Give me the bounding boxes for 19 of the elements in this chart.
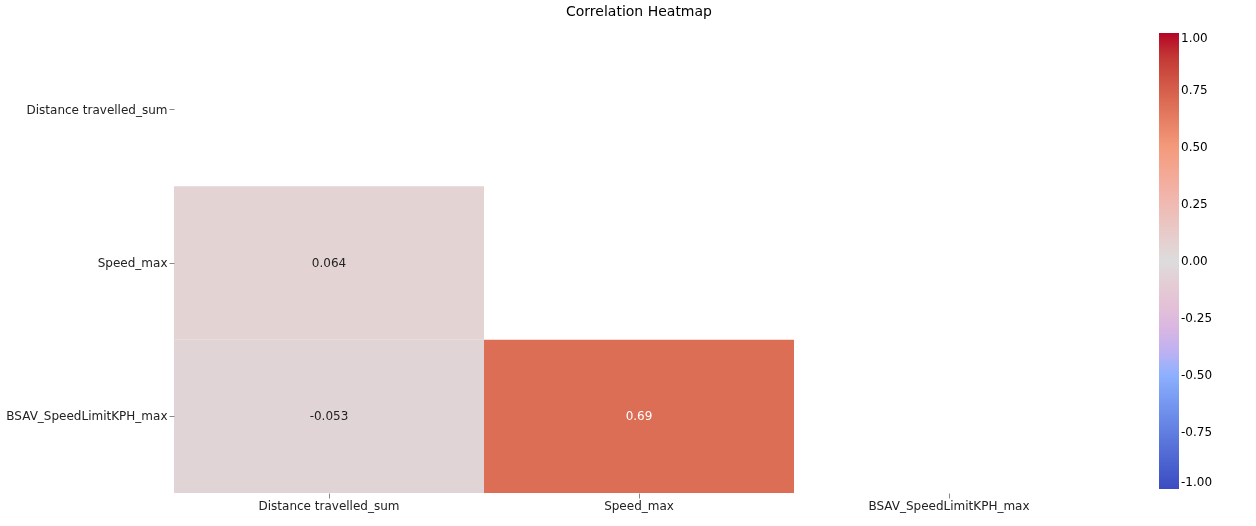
x-tick-label: Distance travelled_sum: [258, 498, 400, 513]
data-label: -0.053: [309, 409, 349, 424]
color-bar-label: 0.25: [1181, 197, 1208, 211]
x-tick-label: Speed_max: [604, 498, 674, 513]
chart-title: Correlation Heatmap: [566, 3, 713, 19]
color-bar-label: -0.50: [1181, 368, 1213, 382]
x-tick-label: BSAV_SpeedLimitKPH_max: [868, 498, 1030, 513]
data-label: 0.064: [311, 256, 347, 270]
color-bar-label: -1.00: [1181, 475, 1213, 489]
color-bar-label: -0.25: [1181, 311, 1213, 325]
data-label: 0.69: [625, 409, 653, 424]
color-bar-label: -0.75: [1181, 425, 1213, 439]
color-bar-label: 0.50: [1181, 140, 1208, 154]
color-bar-label: 1.00: [1181, 31, 1208, 45]
y-tick-label: Distance travelled_sum: [26, 102, 168, 117]
color-bar-label: 0.75: [1181, 83, 1208, 97]
color-bar-label: 0.00: [1181, 254, 1208, 268]
y-tick-label: Speed_max: [97, 256, 168, 270]
y-tick-label: BSAV_SpeedLimitKPH_max: [6, 409, 168, 424]
